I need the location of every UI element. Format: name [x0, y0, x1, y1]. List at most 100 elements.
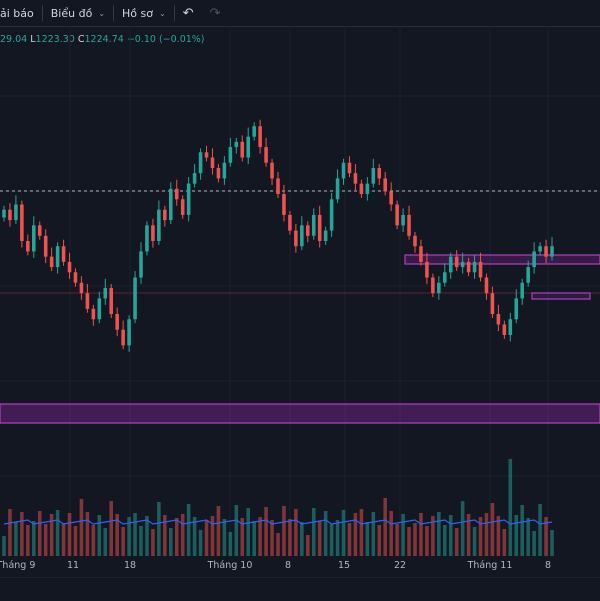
candle-body [67, 261, 72, 273]
volume-bar [151, 529, 155, 556]
candle-body [532, 251, 536, 268]
candle-body [371, 167, 376, 184]
candle-body [79, 282, 84, 294]
candle-body [73, 272, 78, 283]
candle-body [347, 162, 352, 174]
volume-bar [85, 512, 90, 556]
candle-body [502, 324, 507, 335]
chart-label: Biểu đồ [50, 6, 93, 20]
candle-body [389, 191, 393, 205]
low-key: L [30, 34, 36, 45]
price-chart[interactable] [0, 26, 600, 557]
volume-bar [478, 517, 483, 556]
volume-bar [8, 509, 12, 556]
candle-body [228, 147, 233, 163]
volume-bar [246, 508, 251, 556]
volume-bar [210, 516, 215, 556]
candle-body [2, 209, 6, 218]
volume-bar [186, 504, 191, 556]
candle-body [37, 225, 42, 236]
volume-bar [329, 524, 334, 556]
candle-body [496, 314, 501, 325]
candle-body [97, 298, 102, 320]
time-axis-label: 15 [337, 560, 351, 571]
volume-bar [240, 518, 245, 556]
candle-body [425, 261, 429, 278]
volume-bar [419, 513, 423, 556]
small-zone [531, 292, 591, 300]
candle-body [109, 287, 114, 315]
profile-label: Hồ sơ [122, 6, 153, 20]
candle-body [55, 246, 60, 268]
candle-body [163, 209, 167, 221]
candle-body [240, 141, 245, 158]
candle-body [43, 235, 48, 257]
volume-bar [431, 516, 435, 556]
chevron-down-icon: ⌄ [98, 8, 106, 18]
profile-menu[interactable]: Hồ sơ ⌄ [114, 0, 174, 26]
candle-body [216, 167, 221, 179]
candle-body [121, 329, 125, 346]
candle-body [282, 194, 286, 215]
volume-bar [121, 527, 125, 556]
candle-body [484, 277, 489, 294]
candle-body [49, 256, 54, 268]
candle-body [252, 126, 256, 137]
candle-body [276, 178, 280, 195]
candle-body [186, 183, 191, 215]
candle-body [526, 267, 530, 283]
candle-body [20, 204, 24, 241]
candle-body [490, 293, 495, 315]
candle-body [8, 209, 12, 221]
candle-body [174, 188, 179, 200]
volume-bar [174, 518, 179, 556]
alert-menu[interactable]: ải báo [0, 0, 42, 26]
candle-body [103, 287, 108, 299]
volume-bar [73, 526, 78, 556]
candle-body [294, 230, 298, 247]
redo-button[interactable]: ↷ [202, 0, 229, 26]
volume-bar [115, 514, 119, 556]
candle-body [198, 152, 203, 174]
time-axis-label: 18 [123, 560, 137, 571]
candle-body [157, 209, 161, 241]
candle-body [204, 152, 209, 158]
candle-body [407, 214, 411, 236]
candle-body [460, 261, 465, 268]
volume-bar [323, 511, 328, 556]
volume-bar [466, 514, 471, 556]
volume-bar [454, 528, 459, 556]
chart-menu[interactable]: Biểu đồ ⌄ [43, 0, 113, 26]
candle-body [478, 261, 483, 278]
candle-body [133, 277, 137, 320]
candle-body [288, 214, 292, 231]
volume-bar [20, 512, 24, 556]
candle-body [192, 173, 197, 184]
undo-button[interactable]: ↶ [175, 0, 202, 26]
time-axis-label: Tháng 10 [207, 560, 253, 571]
change-value: −0.10 (−0.01%) [126, 34, 205, 45]
candle-body [270, 162, 274, 179]
volume-bar [300, 522, 304, 556]
low-value: 1223.30 [35, 34, 75, 45]
volume-bar [484, 513, 489, 556]
volume-bar [49, 514, 54, 556]
volume-bar [258, 517, 262, 556]
support-zone [0, 403, 600, 424]
volume-bar [252, 521, 256, 556]
volume-bar [395, 524, 399, 556]
candle-body [341, 162, 346, 179]
toolbar-divider [113, 5, 115, 21]
toolbar-divider [173, 5, 175, 21]
candle-body [317, 214, 322, 241]
toolbar-divider [41, 5, 43, 21]
volume-bar [335, 520, 340, 556]
volume-bar [294, 509, 298, 556]
candle-body [413, 235, 417, 247]
time-axis: Tháng 9 11 18 Tháng 10 8 15 22 Tháng 11 8 [0, 557, 600, 577]
close-value: 1224.74 [84, 34, 124, 45]
candle-body [14, 204, 18, 221]
volume-bar [222, 519, 227, 556]
volume-bar [228, 532, 233, 556]
candle-body [264, 147, 268, 163]
